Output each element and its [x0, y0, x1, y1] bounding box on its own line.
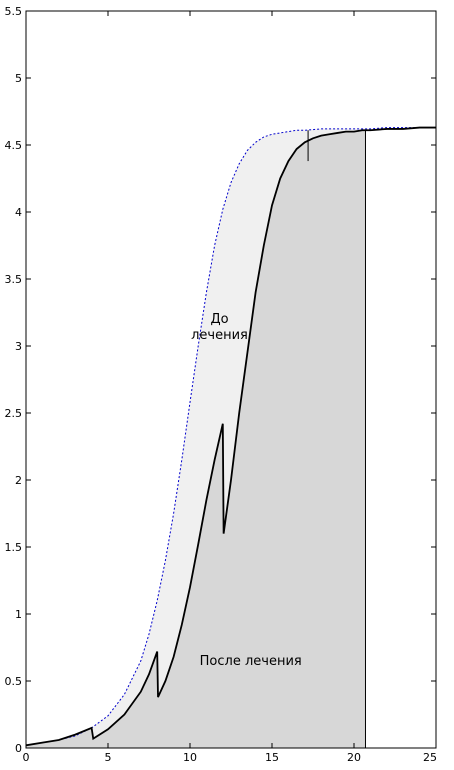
y-tick-label: 4: [15, 206, 22, 219]
y-tick-label: 0: [15, 742, 22, 755]
after-treatment-area: [26, 130, 366, 748]
y-tick-label: 0.5: [5, 675, 23, 688]
x-tick-label: 0: [23, 751, 30, 764]
x-tick-label: 10: [183, 751, 197, 764]
x-tick-label: 5: [105, 751, 112, 764]
annotations: До лечения После лечения: [191, 312, 302, 669]
y-tick-label: 1: [15, 608, 22, 621]
series-lines: [25, 126, 436, 748]
y-tick-label: 5.5: [5, 5, 23, 18]
annotation-0: До лечения: [191, 312, 248, 343]
y-tick-label: 3.5: [5, 273, 23, 286]
annotation-1: После лечения: [200, 654, 302, 669]
area-fills: [26, 128, 366, 748]
y-tick-label: 1.5: [5, 541, 23, 554]
y-tick-label: 2.5: [5, 407, 23, 420]
plot-frame: [25, 10, 437, 749]
before-treatment-area: [26, 128, 366, 746]
x-tick-label: 25: [423, 751, 437, 764]
y-tick-label: 3: [15, 340, 22, 353]
y-tick-label: 2: [15, 474, 22, 487]
annotation-line: лечения: [191, 328, 248, 343]
x-tick-label: 20: [347, 751, 361, 764]
y-tick-label: 5: [15, 72, 22, 85]
after-treatment-curve: [25, 126, 436, 747]
annotation-line: До: [210, 312, 228, 327]
annotation-line: После лечения: [200, 654, 302, 669]
x-tick-label: 15: [265, 751, 279, 764]
y-tick-label: 4.5: [5, 139, 23, 152]
axes: 0 5 10 15 20 25 0 0.5 1 1.5 2 2.5 3 3.5 4 4.5 5 5.5: [5, 5, 438, 764]
